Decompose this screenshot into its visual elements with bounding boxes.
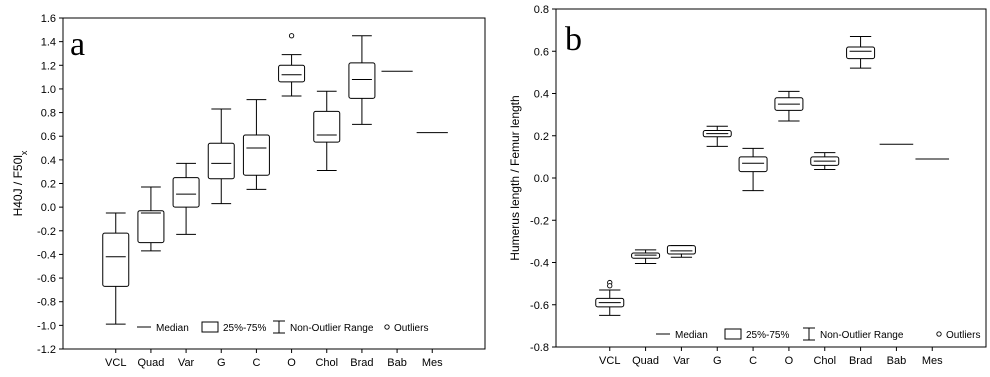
y-tick-label: -0.6 [530,300,549,312]
x-tick-label: Chol [315,357,338,369]
y-tick-label: -0.8 [37,297,56,309]
box-C [242,99,270,190]
legend-outlier-swatch [384,324,390,330]
y-tick-label: 0.8 [534,4,549,16]
x-tick-label: Bab [887,355,907,367]
x-tick-label: C [252,357,260,369]
box-Var [172,162,200,235]
y-tick-label: 0.4 [41,155,56,167]
box-VCL [595,279,625,316]
box-iqr [207,142,235,180]
x-tick-label: O [785,355,794,367]
x-tick-label: Var [673,355,690,367]
box-G [702,125,732,147]
y-tick-label: -1.0 [37,320,56,332]
y-tick-label: -0.2 [530,215,549,227]
box-Chol [313,90,341,171]
y-axis-title: H40J / F50lx [11,150,29,216]
box-Var [666,245,696,258]
x-tick-label: Quad [632,355,659,367]
legend-median-label: Median [675,330,708,341]
box-Quad [631,249,661,265]
box-iqr [278,64,306,83]
box-iqr [172,177,200,208]
box-Chol [810,152,840,171]
y-tick-label: 0.0 [534,173,549,185]
y-tick-label: 0.6 [534,46,549,58]
box-O [278,33,306,97]
legend-box-label: 25%-75% [223,323,266,334]
box-VCL [102,212,130,325]
y-tick-label: 1.4 [41,37,56,49]
x-tick-label: VCL [599,355,620,367]
y-tick-label: 0.2 [41,179,56,191]
y-tick-label: -1.2 [37,344,56,356]
box-iqr [738,156,768,173]
chart-panel-a: -1.2 -1.0 -0.8 -0.6 -0.4 -0.2 0.0 0.2 0.4 0.6 0.8 1… [11,13,486,369]
legend-range-label: Non-Outlier Range [290,323,374,334]
y-tick-label: 0.0 [41,202,56,214]
outlier-point [607,283,613,289]
y-tick-label: -0.8 [530,342,549,354]
box-iqr [846,46,876,60]
legend-range-label: Non-Outlier Range [820,330,904,341]
y-tick-label: -0.2 [37,226,56,238]
x-tick-label: VCL [105,357,126,369]
y-tick-label: 0.2 [534,131,549,143]
y-tick-label: -0.6 [37,273,56,285]
legend-outlier-swatch [936,331,942,337]
box-Quad [137,186,165,252]
plot-frame [62,17,486,350]
legend-outlier-label: Outliers [394,323,428,334]
panel-letter: b [565,21,582,58]
box-iqr [348,62,376,99]
x-tick-label: G [217,357,226,369]
x-tick-label: Chol [813,355,836,367]
box-iqr [137,210,165,244]
x-tick-label: Var [178,357,195,369]
legend-box-swatch [724,328,742,340]
x-tick-label: Bab [387,357,407,369]
legend-box-swatch [201,321,219,333]
panel-letter: a [70,26,85,63]
y-tick-label: 0.6 [41,131,56,143]
box-G [207,108,235,205]
box-Brad [846,35,876,69]
x-tick-label: C [749,355,757,367]
box-C [738,147,768,192]
y-tick-label: 1.6 [41,13,56,25]
x-tick-label: Brad [350,357,373,369]
box-O [774,90,804,122]
legend: Median 25%-75% Non-Outlier Range Outliers [137,320,428,334]
legend-outlier-label: Outliers [946,330,980,341]
x-tick-label: Brad [849,355,872,367]
x-tick-label: Mes [922,355,943,367]
y-tick-label: 1.2 [41,60,56,72]
x-tick-label: O [287,357,296,369]
legend: Median 25%-75% Non-Outlier Range Outliers [656,327,980,341]
x-tick-label: Mes [422,357,443,369]
y-tick-label: 0.4 [534,89,549,101]
legend-box-label: 25%-75% [746,330,789,341]
plot-frame [555,8,987,348]
y-tick-label: -0.4 [37,249,56,261]
outlier-point [288,33,295,39]
legend-median-label: Median [156,323,189,334]
chart-panel-b: -0.8 -0.6 -0.4 -0.2 0.0 0.2 0.4 0.6 0.8 VCL Quad Va… [508,4,987,367]
y-tick-label: 1.0 [41,84,56,96]
y-tick-label: -0.4 [530,258,549,270]
y-axis-title: Humerus length / Femur length [508,95,522,260]
box-iqr [102,232,130,287]
box-iqr [666,245,696,255]
x-tick-label: Quad [137,357,164,369]
box-iqr [313,110,341,143]
box-iqr [631,252,661,259]
y-tick-label: 0.8 [41,108,56,120]
box-Brad [348,35,376,125]
x-tick-label: G [713,355,722,367]
box-iqr [242,134,270,176]
